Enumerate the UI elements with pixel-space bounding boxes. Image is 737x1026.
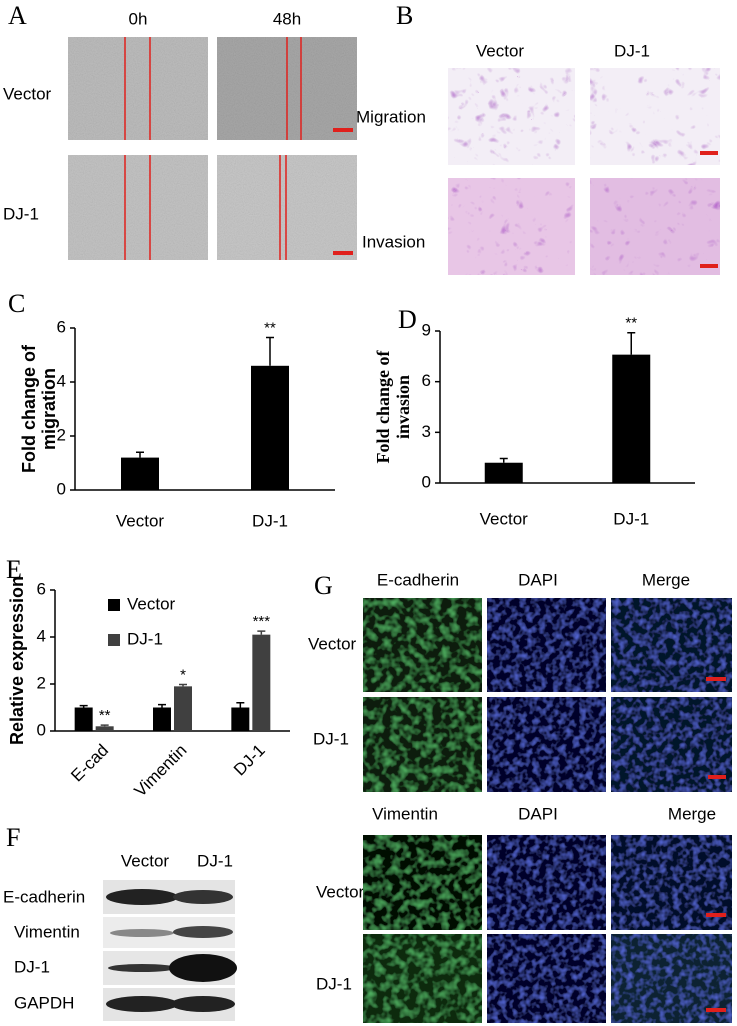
error-bar (158, 703, 166, 708)
significance-label: ** (99, 707, 111, 724)
error-bar (499, 457, 508, 463)
bar (174, 686, 192, 731)
row-label: Vector (316, 882, 365, 901)
x-tick-label: DJ-1 (230, 741, 269, 780)
significance-label: *** (253, 613, 271, 630)
panel-letter: A (8, 1, 27, 30)
column-label: Vimentin (372, 804, 438, 823)
bar (121, 457, 159, 490)
column-label: Merge (668, 804, 716, 823)
column-label: 0h (129, 9, 148, 28)
legend-swatch (108, 599, 120, 611)
error-bar (179, 683, 187, 687)
x-tick-label: DJ-1 (613, 509, 649, 528)
y-tick-label: 6 (57, 317, 66, 336)
significance-label: ** (264, 319, 276, 336)
error-bar (627, 331, 636, 355)
error-bar (100, 724, 109, 727)
error-bar (266, 336, 274, 366)
bar (252, 634, 271, 731)
y-tick-label: 2 (37, 673, 46, 692)
row-label: DJ-1 (313, 729, 349, 748)
western-blot (103, 880, 237, 1021)
row-label: Vector (308, 634, 357, 653)
error-bar (136, 451, 144, 458)
bar (231, 707, 250, 731)
panel-letter: F (6, 823, 20, 852)
column-label: Merge (642, 570, 690, 589)
column-label: Vector (476, 41, 525, 60)
bar (74, 707, 93, 731)
x-tick-label: E-cad (67, 741, 112, 786)
row-label: GAPDH (14, 993, 74, 1012)
panel-letter: B (396, 1, 413, 30)
y-tick-label: 0 (422, 472, 431, 491)
bar (484, 462, 523, 483)
panel-letter: C (8, 289, 25, 318)
y-tick-label: 9 (422, 320, 431, 339)
panel-letter: E (6, 555, 22, 584)
column-label: E-cadherin (377, 570, 459, 589)
legend-label: Vector (127, 594, 176, 613)
panel-letter: G (314, 571, 333, 600)
row-label: Vimentin (14, 922, 80, 941)
y-tick-label: 4 (57, 371, 66, 390)
bar (153, 707, 171, 731)
panel-letter: D (398, 305, 417, 334)
transwell-images (448, 68, 720, 275)
column-label: DJ-1 (614, 41, 650, 60)
column-label: DAPI (518, 570, 558, 589)
bar (251, 365, 289, 490)
bar (612, 354, 651, 483)
row-label: Vector (3, 84, 52, 103)
column-label: Vector (121, 851, 170, 870)
x-tick-label: Vector (480, 509, 529, 528)
error-bar (257, 630, 266, 635)
row-label: E-cadherin (3, 887, 85, 906)
row-label: Invasion (362, 232, 425, 251)
x-tick-label: Vector (116, 511, 165, 530)
error-bar (79, 704, 88, 708)
y-tick-label: 3 (422, 422, 431, 441)
y-axis-label: Relative expression (7, 576, 27, 745)
y-tick-label: 4 (37, 626, 46, 645)
row-label: Migration (356, 107, 426, 126)
y-tick-label: 6 (37, 579, 46, 598)
y-tick-label: 2 (57, 425, 66, 444)
significance-label: * (180, 666, 186, 683)
y-axis-label: invasion (393, 375, 413, 439)
column-label: 48h (273, 9, 301, 28)
y-axis-label: Fold change of (373, 350, 393, 464)
x-tick-label: Vimentin (131, 741, 191, 801)
bar (95, 726, 114, 731)
y-tick-label: 0 (57, 479, 66, 498)
x-tick-label: DJ-1 (252, 511, 288, 530)
row-label: DJ-1 (3, 204, 39, 223)
significance-label: ** (625, 315, 637, 332)
legend-label: DJ-1 (127, 629, 163, 648)
column-label: DAPI (518, 804, 558, 823)
scratch-images (68, 37, 357, 260)
y-tick-label: 0 (37, 720, 46, 739)
y-axis-label: Fold change of (19, 344, 39, 473)
column-label: DJ-1 (197, 851, 233, 870)
row-label: DJ-1 (316, 974, 352, 993)
row-label: DJ-1 (14, 957, 50, 976)
y-axis-label: migration (39, 368, 59, 450)
error-bar (236, 702, 245, 708)
y-tick-label: 6 (422, 371, 431, 390)
fluorescence-images (363, 598, 732, 1023)
legend-swatch (108, 634, 120, 646)
